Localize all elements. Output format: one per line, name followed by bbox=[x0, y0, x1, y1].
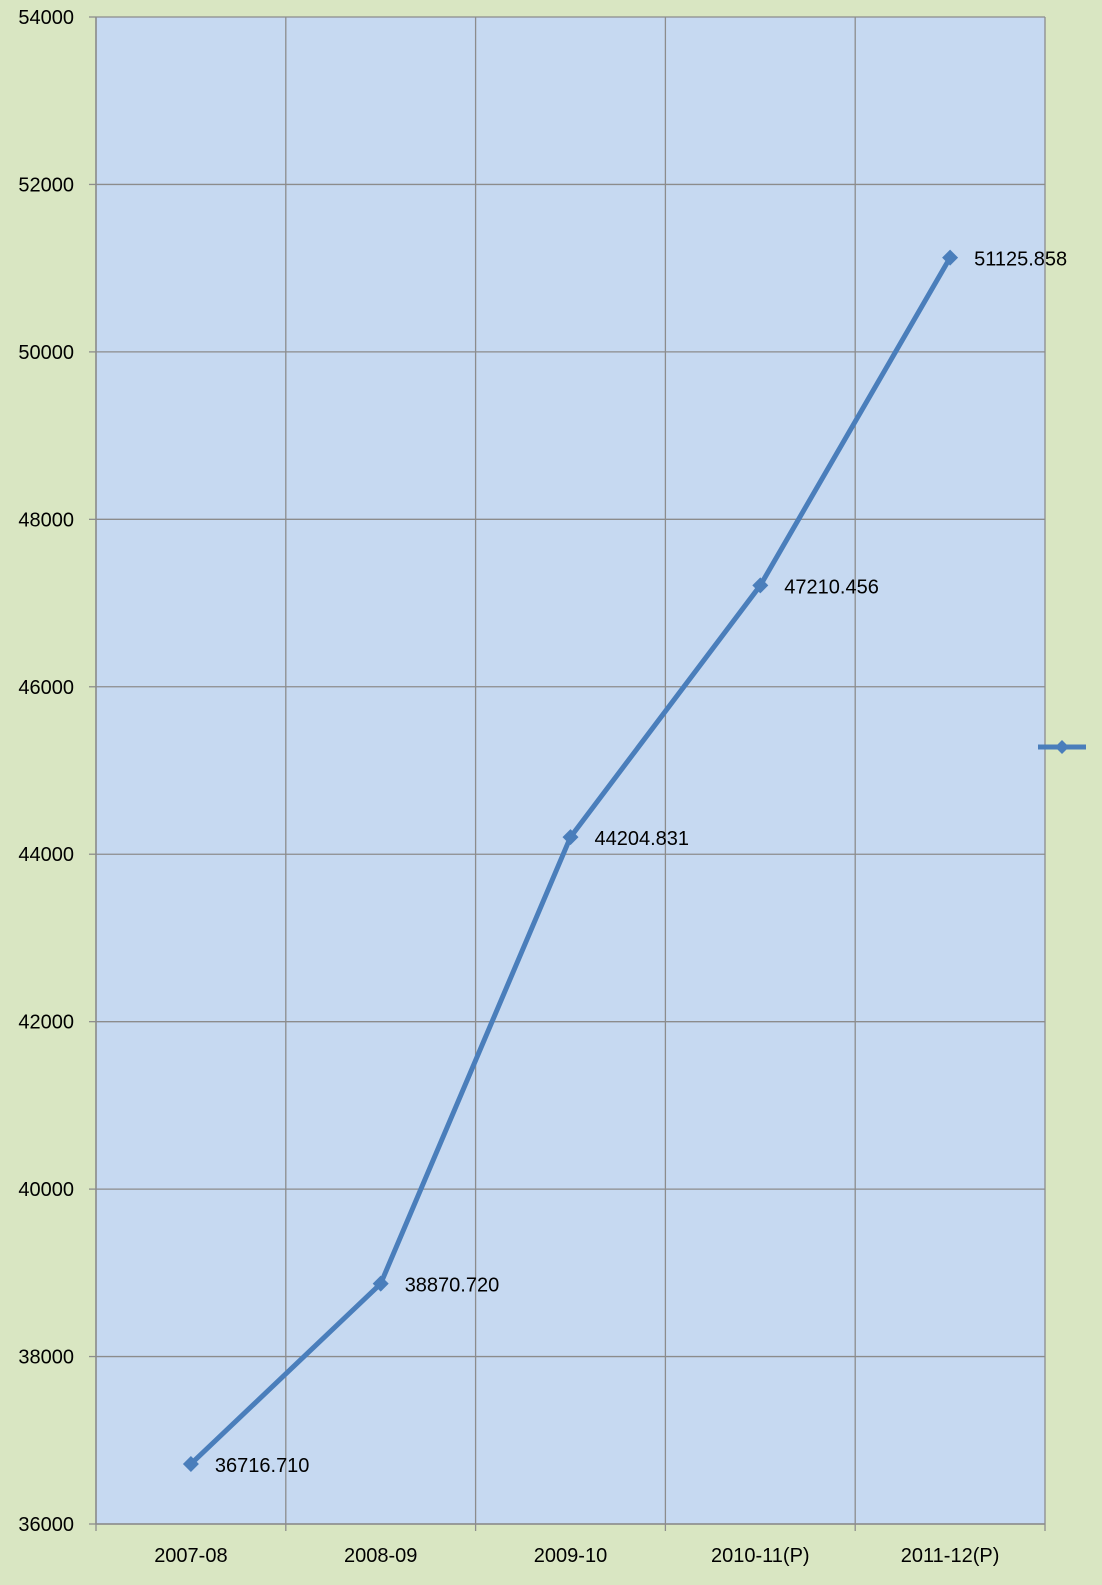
data-point-marker bbox=[942, 249, 959, 266]
x-tick-label: 2011-12(P) bbox=[901, 1545, 1000, 1567]
legend bbox=[1038, 740, 1086, 754]
data-label: 44204.831 bbox=[595, 828, 690, 850]
data-point-marker bbox=[752, 577, 769, 594]
x-tick-label: 2008-09 bbox=[344, 1545, 417, 1567]
y-tick-label: 44000 bbox=[18, 844, 74, 866]
x-tick-label: 2007-08 bbox=[154, 1545, 227, 1567]
data-label: 38870.720 bbox=[405, 1275, 500, 1297]
data-point-marker bbox=[372, 1275, 389, 1292]
data-point-marker bbox=[562, 829, 579, 846]
y-tick-label: 42000 bbox=[18, 1012, 74, 1034]
x-axis-ticks: 2007-08 2008-09 2009-10 2010-11(P) 2011-12(P… bbox=[95, 1524, 1046, 1567]
y-tick-label: 50000 bbox=[18, 342, 74, 364]
y-tick-label: 54000 bbox=[18, 7, 74, 29]
x-tick-label: 2009-10 bbox=[534, 1545, 607, 1567]
data-label: 47210.456 bbox=[784, 576, 879, 598]
plot-area bbox=[96, 17, 1045, 1524]
axes bbox=[95, 17, 1045, 1525]
y-tick-label: 36000 bbox=[18, 1514, 74, 1536]
legend-marker-swatch bbox=[1055, 740, 1069, 754]
y-tick-label: 46000 bbox=[18, 677, 74, 699]
y-tick-label: 40000 bbox=[18, 1179, 74, 1201]
x-tick-label: 2010-11(P) bbox=[711, 1545, 810, 1567]
data-label: 36716.710 bbox=[215, 1455, 310, 1477]
series-group: 36716.710 38870.720 44204.831 47210.456 5112… bbox=[182, 249, 1067, 1477]
data-label: 51125.858 bbox=[974, 249, 1067, 271]
data-point-marker bbox=[182, 1455, 199, 1472]
y-axis-ticks: 36000 38000 40000 42000 44000 46000 48000 50000… bbox=[18, 7, 96, 1536]
y-tick-label: 48000 bbox=[18, 509, 74, 531]
y-tick-label: 52000 bbox=[18, 174, 74, 196]
y-tick-label: 38000 bbox=[18, 1347, 74, 1369]
